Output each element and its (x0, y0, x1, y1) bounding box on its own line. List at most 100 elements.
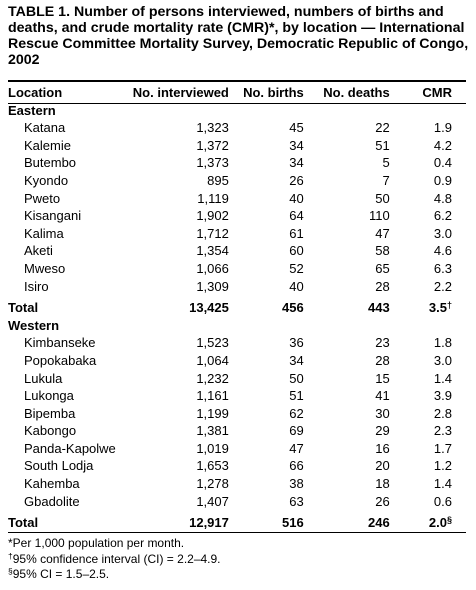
total-label: Total (8, 295, 122, 317)
location-cell: Kalima (24, 225, 64, 241)
value-cell: 1,199 (196, 405, 229, 421)
value-cell: 40 (289, 190, 304, 206)
table-row: South Lodja 1,653 66 20 1.2 (8, 457, 466, 475)
value-cell: 1,653 (196, 458, 229, 474)
value-cell: 58 (375, 243, 390, 259)
location-cell: Aketi (24, 243, 53, 259)
value-cell: 3.9 (433, 388, 452, 404)
table-row: Kabongo 1,381 69 29 2.3 (8, 422, 466, 440)
value-cell: 15 (375, 370, 390, 386)
location-cell: Butembo (24, 155, 77, 171)
value-cell: 34 (289, 137, 304, 153)
location-cell: Kabongo (24, 423, 77, 439)
value-cell: 29 (375, 423, 390, 439)
value-cell: 63 (289, 493, 304, 509)
location-cell: Pweto (24, 190, 61, 206)
table-row: Kisangani 1,902 64 110 6.2 (8, 207, 466, 225)
location-cell: Lukula (24, 370, 63, 386)
value-cell: 34 (289, 352, 304, 368)
section-header-row: Western (8, 317, 466, 335)
value-cell: 64 (289, 208, 304, 224)
value-cell: 6.2 (433, 208, 452, 224)
footnote-mark: * (8, 536, 13, 550)
location-cell: Kisangani (24, 208, 82, 224)
value-cell: 1,064 (196, 352, 229, 368)
value-cell: 2.3 (433, 423, 452, 439)
value-cell: 5 (382, 155, 390, 171)
header-bottom-rule (8, 103, 466, 104)
total-value: 12,917 (122, 510, 229, 532)
total-row: Total 12,917 516 246 2.0§ (8, 510, 466, 532)
location-cell: Kyondo (24, 172, 69, 188)
value-cell: 18 (375, 476, 390, 492)
total-value-text: 12,917 (189, 515, 229, 531)
footnote-text: 95% confidence interval (CI) = 2.2–4.9. (12, 551, 221, 566)
value-cell: 1,407 (196, 493, 229, 509)
table-row: Lukonga 1,161 51 41 3.9 (8, 387, 466, 405)
value-cell: 62 (289, 405, 304, 421)
value-cell: 51 (289, 388, 304, 404)
total-label-text: Total (8, 300, 39, 316)
table-row: Isiro 1,309 40 28 2.2 (8, 278, 466, 296)
table-row: Kyondo 895 26 7 0.9 (8, 172, 466, 190)
table-row: Kalemie 1,372 34 51 4.2 (8, 137, 466, 155)
value-cell: 1,354 (196, 243, 229, 259)
table-row: Bipemba 1,199 62 30 2.8 (8, 405, 466, 423)
footnote-mark: † (8, 550, 13, 561)
value-cell: 0.9 (433, 172, 452, 188)
value-cell: 1,066 (196, 260, 229, 276)
column-header: No. births (243, 85, 304, 100)
table-row: Kahemba 1,278 38 18 1.4 (8, 475, 466, 493)
value-cell: 3.0 (433, 225, 452, 241)
table-body: Eastern Katana 1,323 45 22 1.9 Kalemie 1,372 34 5… (8, 102, 466, 532)
value-cell: 60 (289, 243, 304, 259)
value-cell: 47 (375, 225, 390, 241)
value-cell: 50 (375, 190, 390, 206)
value-cell: 1,309 (196, 278, 229, 294)
total-value: 3.5† (390, 295, 466, 317)
table-row: Panda-Kapolwe 1,019 47 16 1.7 (8, 440, 466, 458)
total-value-text: 443 (368, 300, 390, 316)
table-row: Mweso 1,066 52 65 6.3 (8, 260, 466, 278)
value-cell: 66 (289, 458, 304, 474)
value-cell: 3.0 (433, 352, 452, 368)
value-cell: 1,323 (196, 120, 229, 136)
total-value-text: 2.0 (428, 515, 447, 531)
value-cell: 6.3 (433, 260, 452, 276)
table-row: Kimbanseke 1,523 36 23 1.8 (8, 334, 466, 352)
value-cell: 38 (289, 476, 304, 492)
value-cell: 1,019 (196, 440, 229, 456)
total-value: 13,425 (122, 295, 229, 317)
table-row: Katana 1,323 45 22 1.9 (8, 119, 466, 137)
footnote-marker: § (446, 515, 452, 526)
value-cell: 16 (375, 440, 390, 456)
value-cell: 47 (289, 440, 304, 456)
value-cell: 41 (375, 388, 390, 404)
value-cell: 7 (382, 172, 390, 188)
value-cell: 1.8 (433, 335, 452, 351)
total-value-text: 516 (282, 515, 304, 531)
location-cell: Isiro (24, 278, 49, 294)
column-header: No. deaths (323, 85, 390, 100)
value-cell: 1,712 (196, 225, 229, 241)
value-cell: 2.2 (433, 278, 452, 294)
total-value: 443 (304, 295, 390, 317)
column-header: No. interviewed (132, 85, 229, 100)
table-row: Popokabaka 1,064 34 28 3.0 (8, 352, 466, 370)
mortality-table: Location No. interviewed No. births No. … (8, 84, 466, 532)
value-cell: 36 (289, 335, 304, 351)
location-cell: Katana (24, 120, 66, 136)
total-value-text: 3.5 (428, 300, 447, 316)
value-cell: 1.4 (433, 370, 452, 386)
location-cell: South Lodja (24, 458, 94, 474)
value-cell: 2.8 (433, 405, 452, 421)
value-cell: 1,278 (196, 476, 229, 492)
section-label: Western (8, 317, 60, 333)
value-cell: 20 (375, 458, 390, 474)
value-cell: 50 (289, 370, 304, 386)
value-cell: 1,373 (196, 155, 229, 171)
total-label-text: Total (8, 515, 39, 531)
value-cell: 23 (375, 335, 390, 351)
value-cell: 69 (289, 423, 304, 439)
